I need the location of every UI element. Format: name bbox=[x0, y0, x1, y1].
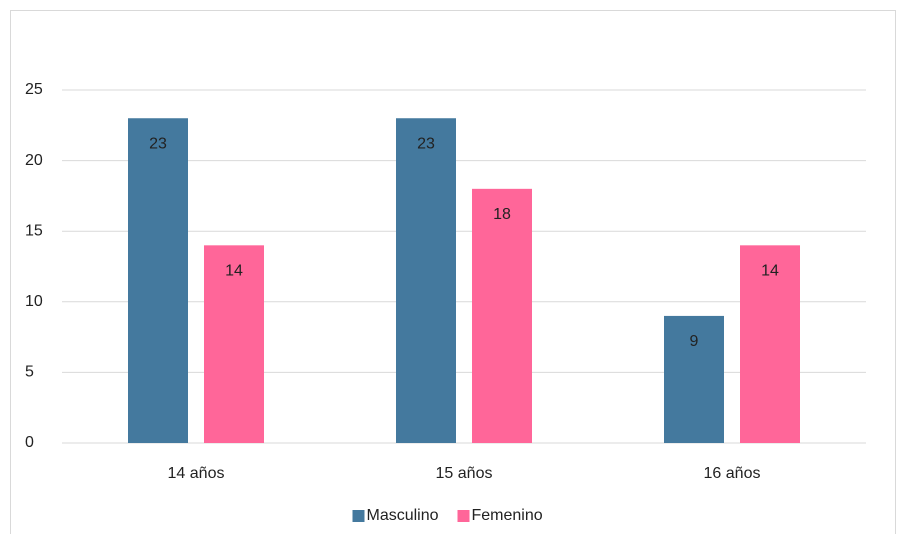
bar bbox=[664, 315, 724, 443]
data-label: 9 bbox=[690, 333, 699, 350]
bar bbox=[204, 245, 264, 443]
x-tick-label: 16 años bbox=[704, 465, 761, 482]
data-label: 23 bbox=[417, 135, 435, 152]
bar bbox=[740, 245, 800, 443]
y-tick-label: 0 bbox=[25, 434, 34, 451]
data-label: 18 bbox=[493, 206, 511, 223]
bar bbox=[472, 188, 532, 443]
data-label: 14 bbox=[225, 263, 243, 280]
legend-label: Masculino bbox=[367, 507, 439, 524]
legend-label: Femenino bbox=[472, 507, 543, 524]
bar bbox=[396, 118, 456, 444]
y-tick-label: 5 bbox=[25, 364, 34, 381]
data-label: 14 bbox=[761, 263, 779, 280]
legend-swatch bbox=[352, 510, 365, 522]
y-tick-label: 25 bbox=[25, 81, 43, 98]
data-label: 23 bbox=[149, 135, 167, 152]
y-tick-label: 10 bbox=[25, 293, 43, 310]
x-tick-label: 14 años bbox=[168, 465, 225, 482]
y-tick-label: 20 bbox=[25, 152, 43, 169]
y-tick-label: 15 bbox=[25, 222, 43, 239]
bar bbox=[128, 118, 188, 444]
chart-frame bbox=[10, 10, 896, 534]
legend-swatch bbox=[457, 510, 470, 522]
x-tick-label: 15 años bbox=[436, 465, 493, 482]
